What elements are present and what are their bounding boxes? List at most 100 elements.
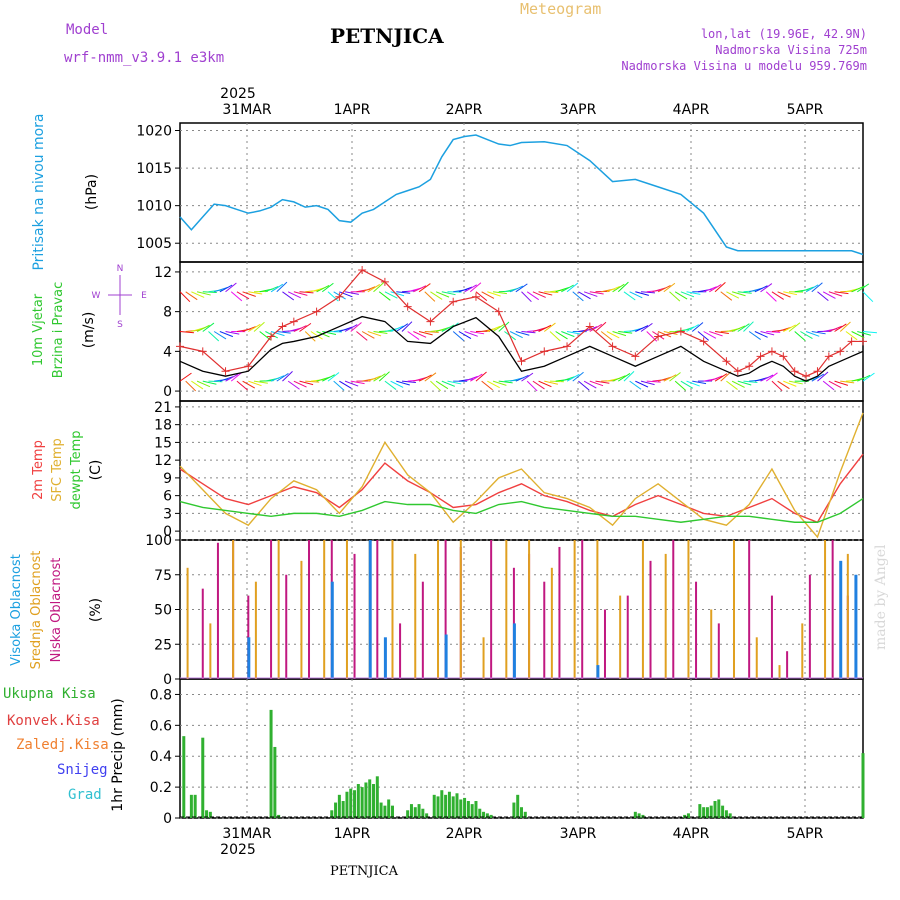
wind-barb xyxy=(498,321,510,332)
sfc-temp-label: SFC Temp xyxy=(50,438,65,502)
wind-barb xyxy=(720,291,733,301)
precip-bar xyxy=(421,808,425,818)
wind-barb xyxy=(441,291,456,296)
pressure-unit: (hPa) xyxy=(84,174,100,210)
sfc-temp-line xyxy=(179,412,864,539)
y-tick-label: 18 xyxy=(154,418,172,434)
high-cloud-bar xyxy=(247,637,251,679)
gust-marker xyxy=(813,367,822,376)
precip-bar xyxy=(705,807,709,818)
wind-compass-icon: N S W E xyxy=(92,264,148,330)
wind-barb xyxy=(674,291,688,300)
wind-barb xyxy=(834,291,849,295)
mid-cloud-bar xyxy=(550,567,553,679)
low-cloud-bar xyxy=(786,651,789,679)
wind-barb xyxy=(225,373,239,382)
wind-barb xyxy=(276,281,288,293)
wind-barb xyxy=(663,331,678,336)
wind-barb xyxy=(464,284,477,293)
day-label-bottom: 2APR xyxy=(446,826,483,842)
wind-barb xyxy=(857,374,871,382)
wind-barb xyxy=(367,375,382,382)
low-cloud-bar xyxy=(201,588,204,679)
wind-barb xyxy=(458,286,473,293)
wind-barb xyxy=(464,375,478,382)
wind-barb xyxy=(566,282,579,293)
gust-marker xyxy=(176,342,184,351)
low-cloud-bar xyxy=(581,540,584,679)
day-label-top: 5APR xyxy=(787,102,824,118)
wind-barb xyxy=(418,283,431,293)
day-label-top: 4APR xyxy=(673,102,710,118)
day-label-top: 2APR xyxy=(446,102,483,118)
wind-barb xyxy=(248,291,263,295)
wind-barb xyxy=(521,291,532,303)
wind-barb xyxy=(538,291,553,296)
gust-marker xyxy=(335,292,344,301)
mid-cloud-bar xyxy=(345,540,348,679)
day-label-bottom: 1APR xyxy=(334,826,371,842)
mid-cloud-bar xyxy=(732,540,735,679)
wind-barb xyxy=(492,323,506,332)
wind-barb xyxy=(265,331,279,339)
low-cloud-bar xyxy=(717,623,720,679)
y-tick-label: 0.4 xyxy=(150,749,172,765)
low-cloud-bar xyxy=(490,540,493,679)
wind-barb xyxy=(595,321,607,332)
compass-e: E xyxy=(141,291,147,301)
wind-title-2: Brzina i Pravac xyxy=(51,282,66,379)
y-tick-label: 6 xyxy=(163,489,172,505)
precip-bar xyxy=(451,796,455,818)
precip-bar xyxy=(372,784,376,818)
mid-cloud-bar xyxy=(254,581,257,679)
mid-cloud-bar xyxy=(323,540,326,679)
wind-barb xyxy=(709,284,722,293)
wind-barb xyxy=(800,286,814,293)
wind-barb xyxy=(646,380,661,383)
wind-barb xyxy=(299,380,314,386)
mid-cloud-bar xyxy=(687,540,690,679)
gust-marker xyxy=(449,297,458,306)
wind-barb xyxy=(811,282,823,293)
wind-barb xyxy=(657,284,671,293)
precip-bar xyxy=(721,805,725,818)
wind-barb xyxy=(225,282,237,293)
precip-bar xyxy=(686,813,690,818)
compass-n: N xyxy=(117,264,124,274)
wind-barb xyxy=(435,380,449,390)
wind-barb xyxy=(230,291,243,302)
dewpt-line xyxy=(179,498,864,523)
y-tick-label: 1010 xyxy=(136,199,172,215)
wind-barb xyxy=(691,322,704,332)
precip-bar xyxy=(436,796,440,818)
mid-cloud-bar xyxy=(528,540,531,679)
wind-barb xyxy=(430,380,442,392)
y-tick-label: 0 xyxy=(163,811,172,827)
mid-cloud-bar xyxy=(391,540,394,679)
high-cloud-bar xyxy=(854,574,858,679)
mid-cloud-bar xyxy=(209,623,212,679)
gust-marker xyxy=(403,302,412,311)
wind-barb xyxy=(845,331,858,341)
low-cloud-bar xyxy=(376,540,379,679)
wind-barb xyxy=(424,372,437,382)
low-cloud-bar xyxy=(748,540,751,679)
wind-barb xyxy=(862,372,875,382)
gust-marker xyxy=(676,327,685,336)
wind-barb xyxy=(424,291,436,302)
gust-marker xyxy=(244,362,253,371)
precip-bar xyxy=(334,802,338,818)
wind-barb xyxy=(737,291,752,294)
wind-barb xyxy=(805,331,820,337)
wind-barb xyxy=(492,291,507,295)
precip-bar xyxy=(349,788,353,818)
wind-barb xyxy=(561,376,575,382)
altitude-label: Nadmorska Visina 725m xyxy=(715,43,867,57)
y-tick-label: 0.2 xyxy=(150,780,172,796)
wind-barb xyxy=(401,321,413,332)
wind-barb xyxy=(344,291,359,295)
wind-barb xyxy=(270,331,285,337)
wind-barb xyxy=(321,282,334,293)
wind-barb xyxy=(282,291,295,301)
